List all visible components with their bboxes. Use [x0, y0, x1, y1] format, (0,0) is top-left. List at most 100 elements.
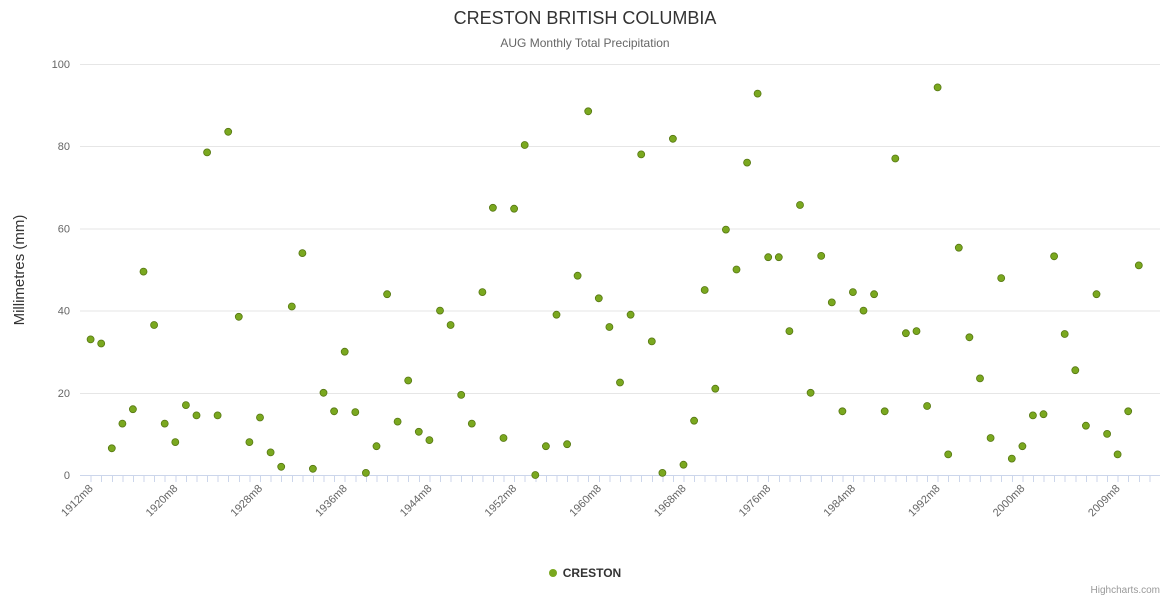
data-point[interactable] — [732, 265, 741, 274]
data-point[interactable] — [838, 407, 847, 416]
data-point[interactable] — [965, 333, 974, 342]
data-point[interactable] — [425, 436, 434, 445]
data-point[interactable] — [1060, 330, 1069, 338]
data-point[interactable] — [383, 290, 392, 299]
data-point[interactable] — [637, 150, 646, 159]
data-point[interactable] — [584, 107, 593, 116]
data-point[interactable] — [351, 408, 360, 417]
data-point[interactable] — [880, 407, 889, 416]
data-point[interactable] — [817, 251, 826, 260]
data-point[interactable] — [1092, 290, 1101, 299]
data-point[interactable] — [902, 329, 910, 338]
data-point[interactable] — [340, 347, 349, 356]
data-point[interactable] — [1134, 261, 1143, 270]
data-point[interactable] — [764, 253, 773, 262]
data-point[interactable] — [1113, 450, 1122, 459]
data-point[interactable] — [160, 419, 169, 428]
data-point[interactable] — [542, 442, 550, 451]
data-point[interactable] — [658, 468, 667, 477]
data-point[interactable] — [308, 464, 317, 473]
data-point[interactable] — [954, 243, 963, 252]
data-point[interactable] — [976, 374, 984, 383]
data-point[interactable] — [563, 440, 571, 449]
data-point[interactable] — [266, 448, 275, 457]
data-point[interactable] — [181, 401, 190, 410]
data-point[interactable] — [933, 83, 942, 92]
data-point[interactable] — [97, 339, 106, 348]
data-point[interactable] — [774, 253, 783, 262]
data-point[interactable] — [520, 141, 529, 149]
data-point[interactable] — [213, 411, 222, 420]
data-point[interactable] — [1018, 442, 1027, 451]
data-point[interactable] — [224, 127, 233, 136]
data-point[interactable] — [404, 376, 413, 385]
data-point[interactable] — [510, 204, 518, 213]
data-point[interactable] — [488, 203, 497, 212]
data-point[interactable] — [997, 274, 1006, 283]
legend-item-creston[interactable]: CRESTON — [548, 566, 621, 580]
data-point[interactable] — [796, 201, 804, 209]
data-point[interactable] — [107, 444, 116, 453]
data-point[interactable] — [1103, 429, 1111, 438]
data-point[interactable] — [700, 286, 709, 294]
data-point[interactable] — [86, 335, 95, 344]
data-point[interactable] — [594, 294, 603, 303]
data-point[interactable] — [806, 388, 815, 397]
data-point[interactable] — [319, 388, 328, 397]
data-point[interactable] — [891, 154, 900, 163]
data-point[interactable] — [1071, 366, 1080, 375]
data-point[interactable] — [944, 450, 953, 459]
data-point[interactable] — [139, 267, 148, 276]
data-point[interactable] — [256, 413, 264, 422]
data-point[interactable] — [912, 327, 921, 336]
data-point[interactable] — [743, 158, 751, 167]
data-point[interactable] — [245, 438, 254, 447]
data-point[interactable] — [690, 416, 698, 425]
data-point[interactable] — [446, 321, 455, 329]
data-point[interactable] — [467, 419, 476, 428]
data-point[interactable] — [361, 468, 370, 477]
data-point[interactable] — [785, 327, 794, 336]
data-point[interactable] — [986, 434, 995, 442]
data-point[interactable] — [711, 384, 720, 393]
data-point[interactable] — [192, 411, 201, 420]
data-point[interactable] — [552, 310, 561, 319]
credits-link[interactable]: Highcharts.com — [1090, 585, 1160, 596]
data-point[interactable] — [393, 417, 402, 426]
data-point[interactable] — [118, 419, 127, 428]
data-point[interactable] — [457, 390, 466, 399]
data-point[interactable] — [414, 427, 423, 436]
data-point[interactable] — [1007, 454, 1016, 463]
data-point[interactable] — [478, 288, 487, 297]
data-point[interactable] — [1029, 411, 1037, 420]
data-point[interactable] — [753, 89, 762, 98]
data-point[interactable] — [870, 290, 878, 299]
data-point[interactable] — [298, 249, 307, 258]
data-point[interactable] — [499, 434, 508, 442]
data-point[interactable] — [1039, 410, 1048, 419]
data-point[interactable] — [616, 378, 624, 387]
data-point[interactable] — [128, 405, 137, 414]
data-point[interactable] — [171, 438, 180, 447]
data-point[interactable] — [626, 310, 635, 319]
data-point[interactable] — [679, 460, 688, 469]
data-point[interactable] — [647, 337, 656, 346]
data-point[interactable] — [1050, 252, 1058, 261]
data-point[interactable] — [436, 306, 444, 315]
data-point[interactable] — [277, 462, 286, 471]
data-point[interactable] — [372, 442, 381, 451]
data-point[interactable] — [923, 402, 931, 410]
data-point[interactable] — [573, 271, 582, 280]
data-point[interactable] — [150, 321, 159, 329]
data-point[interactable] — [849, 288, 857, 297]
data-point[interactable] — [722, 225, 730, 234]
data-point[interactable] — [605, 323, 614, 331]
data-point[interactable] — [859, 306, 868, 315]
data-point[interactable] — [669, 134, 677, 143]
data-point[interactable] — [330, 407, 339, 416]
data-point[interactable] — [203, 148, 212, 157]
data-point[interactable] — [531, 471, 540, 479]
data-point[interactable] — [1082, 421, 1090, 430]
data-point[interactable] — [287, 302, 296, 311]
data-point[interactable] — [827, 298, 836, 307]
